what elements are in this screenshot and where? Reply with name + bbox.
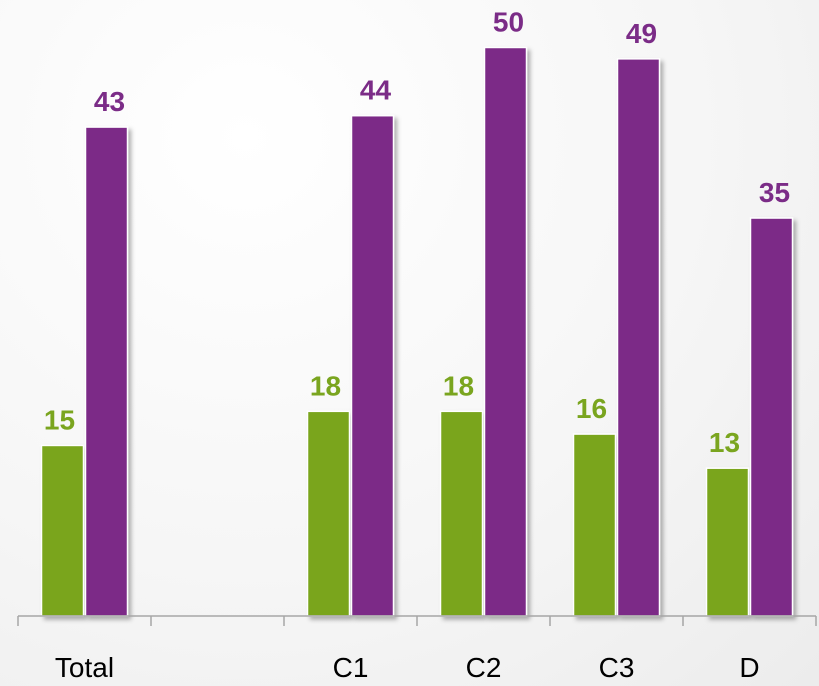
data-label-series1-c1: 18 (310, 370, 341, 401)
x-tick-label-total: Total (55, 652, 114, 683)
bar-series1-total (40, 444, 85, 617)
bars-layer (40, 46, 794, 617)
bar-series1-c3 (572, 433, 617, 617)
bar-series2-c2 (483, 46, 528, 617)
x-tick-label-d: D (739, 652, 759, 683)
data-labels-layer: 15 43 18 44 18 50 16 49 13 35 (44, 6, 790, 458)
bar-series1-c1 (306, 410, 351, 617)
bar-series2-d (749, 217, 794, 617)
data-label-series2-c3: 49 (626, 18, 657, 49)
data-label-series1-total: 15 (44, 404, 75, 435)
data-label-series2-c2: 50 (493, 6, 524, 37)
bar-series2-total (84, 126, 129, 617)
bar-series2-c1 (350, 114, 395, 617)
bar-series1-d (705, 467, 750, 617)
data-label-series2-d: 35 (759, 177, 790, 208)
data-label-series1-c2: 18 (443, 370, 474, 401)
data-label-series1-d: 13 (709, 427, 740, 458)
data-label-series2-total: 43 (94, 86, 125, 117)
data-label-series1-c3: 16 (576, 393, 607, 424)
x-tick-label-c1: C1 (333, 652, 369, 683)
x-axis: Total C1 C2 C3 D (17, 615, 817, 683)
x-tick-label-c2: C2 (466, 652, 502, 683)
data-label-series2-c1: 44 (360, 75, 392, 106)
bar-series1-c2 (439, 410, 484, 617)
bar-series2-c3 (616, 58, 661, 617)
x-tick-label-c3: C3 (599, 652, 635, 683)
